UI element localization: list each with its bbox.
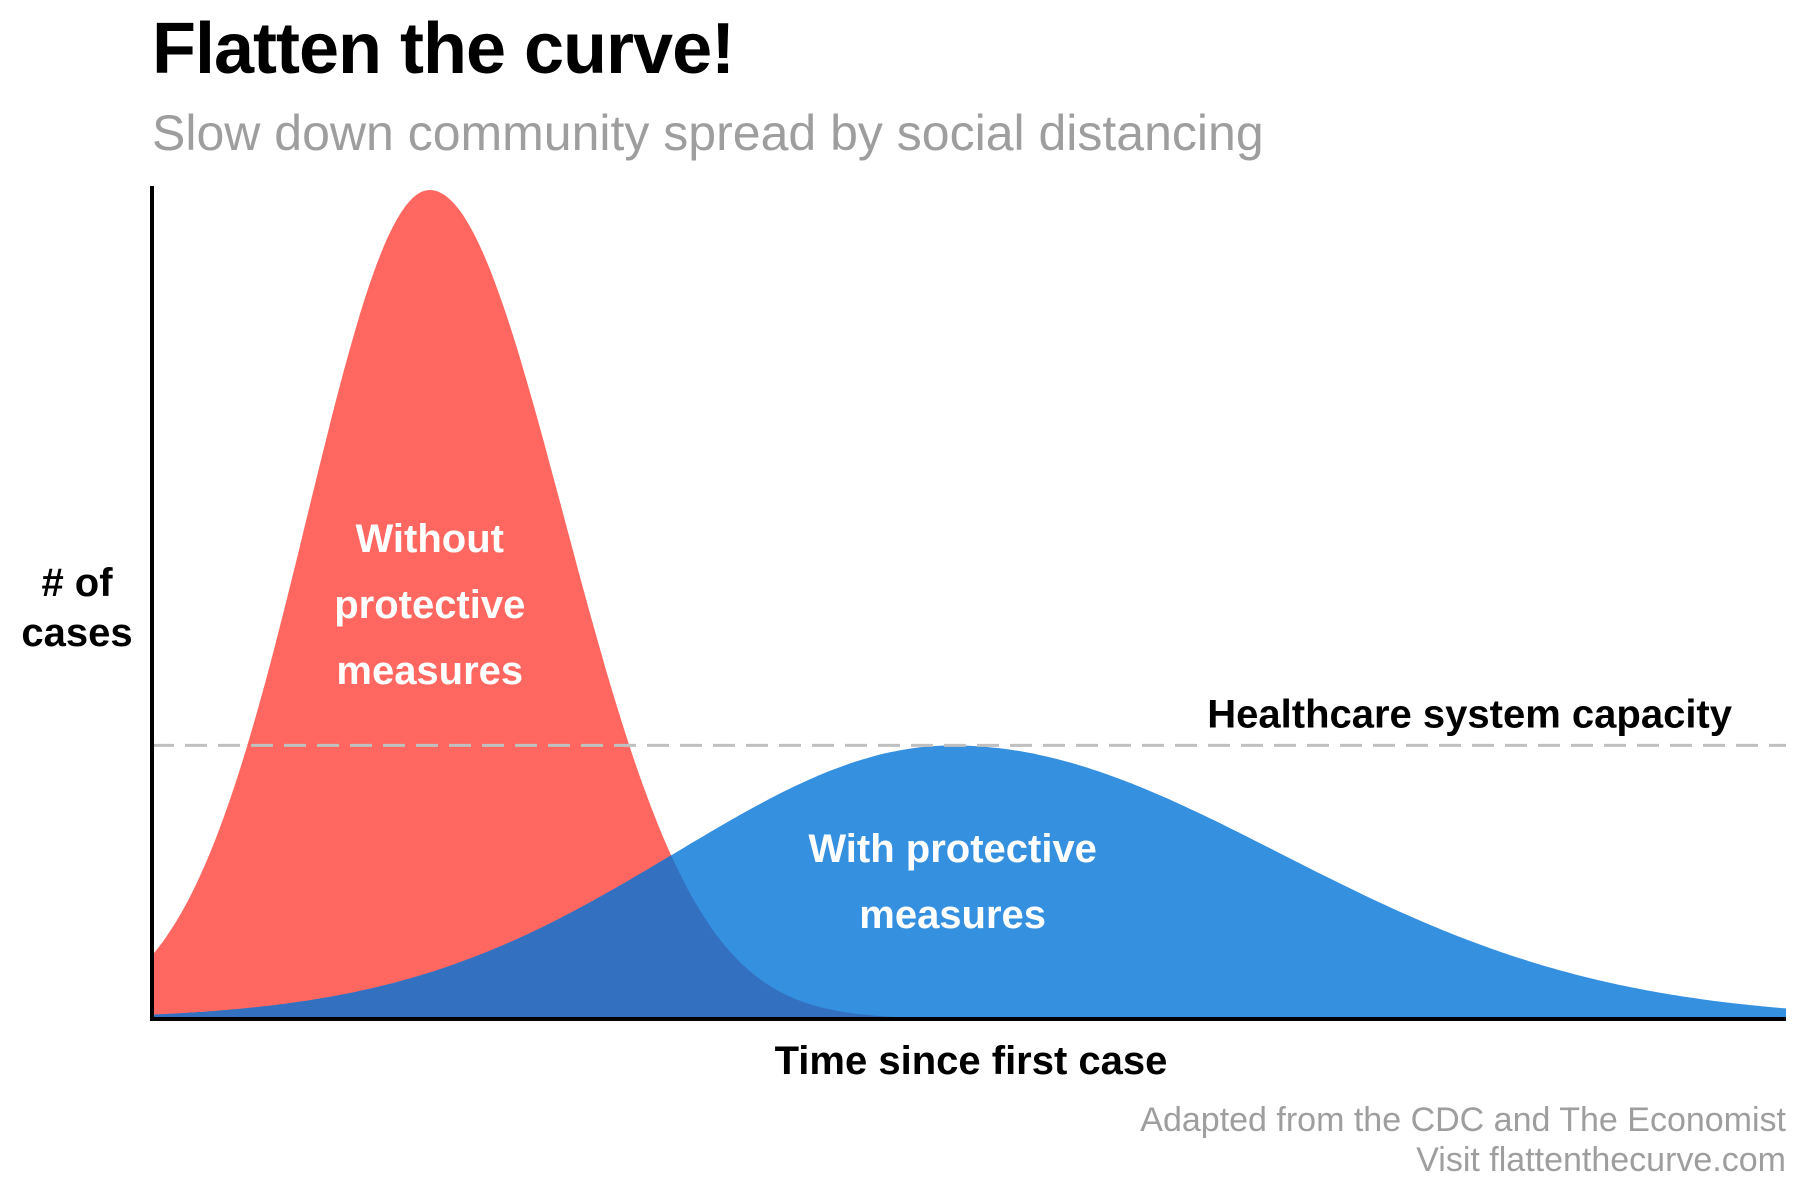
y-axis-label-line-1: # of xyxy=(41,561,113,605)
series-area-without-measures xyxy=(152,190,1786,1019)
series-label-without-measures-line-2: protective xyxy=(334,583,525,627)
series-label-without-measures-line-1: Without xyxy=(356,517,504,561)
series-label-with-measures-line-2: measures xyxy=(859,893,1046,937)
footer-credits: Adapted from the CDC and The Economist V… xyxy=(1140,1100,1786,1180)
series-label-without-measures-line-3: measures xyxy=(336,649,523,693)
capacity-label: Healthcare system capacity xyxy=(1207,692,1733,736)
footer-source-text: Adapted from the CDC and The Economist xyxy=(1140,1101,1786,1139)
series-label-with-measures-line-1: With protective xyxy=(808,827,1097,871)
chart-subtitle: Slow down community spread by social dis… xyxy=(152,105,1264,161)
y-axis-label-line-2: cases xyxy=(21,611,132,655)
footer-link-text[interactable]: Visit flattenthecurve.com xyxy=(1416,1141,1786,1179)
chart-title: Flatten the curve! xyxy=(152,9,735,89)
x-axis-label: Time since first case xyxy=(775,1039,1168,1083)
